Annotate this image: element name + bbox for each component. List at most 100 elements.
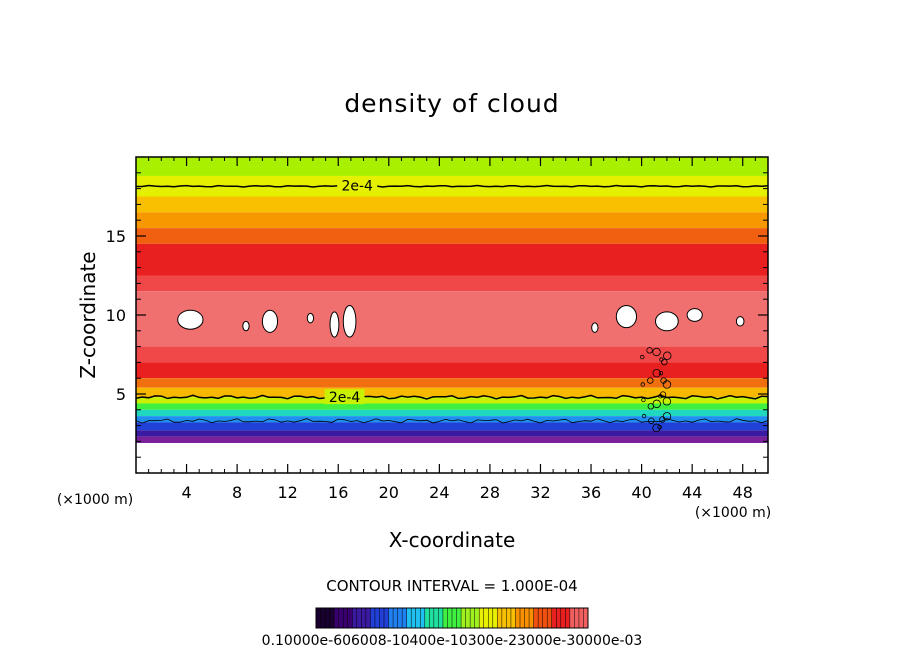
convective-cell	[652, 368, 661, 378]
colorbar-swatch	[442, 608, 448, 628]
convective-cell	[658, 370, 664, 376]
colorbar-swatch	[547, 608, 553, 628]
colorbar-swatch	[379, 608, 385, 628]
field-band	[136, 378, 768, 388]
clear-air-patch	[655, 311, 679, 332]
colorbar-swatch	[492, 608, 498, 628]
clear-air-patch	[686, 308, 703, 322]
x-tick-label: 44	[682, 483, 702, 502]
colorbar-swatch	[501, 608, 507, 628]
colorbar-swatch	[583, 608, 589, 628]
x-tick-label: 48	[733, 483, 753, 502]
colorbar-swatch	[470, 608, 476, 628]
chart-title: density of cloud	[344, 89, 559, 118]
field-band	[136, 436, 768, 443]
colorbar-swatch	[497, 608, 503, 628]
field-band	[136, 416, 768, 423]
colorbar-swatch	[452, 608, 458, 628]
field-band	[136, 243, 768, 276]
convective-cell	[641, 397, 646, 403]
colorbar-swatch	[465, 608, 471, 628]
colorbar-swatch	[474, 608, 480, 628]
field-band	[136, 196, 768, 213]
x-tick-label: 4	[181, 483, 191, 502]
x-tick-label: 24	[429, 483, 449, 502]
colorbar-swatch	[411, 608, 417, 628]
colorbar-swatch	[352, 608, 358, 628]
colorbar-swatch	[334, 608, 340, 628]
contour-label: 2e-4	[329, 390, 361, 406]
x-tick-label: 12	[278, 483, 298, 502]
colorbar-swatch	[356, 608, 362, 628]
convective-cell	[652, 347, 661, 357]
contour-label-bg	[324, 389, 365, 405]
colorbar-swatch	[384, 608, 390, 628]
x-axis-label: X-coordinate	[389, 528, 516, 552]
colorbar-swatch	[424, 608, 430, 628]
colorbar-swatch	[415, 608, 421, 628]
colorbar-swatch	[515, 608, 521, 628]
colorbar-swatch	[569, 608, 575, 628]
colorbar-swatch	[325, 608, 331, 628]
convective-cell	[647, 377, 654, 384]
field-band	[136, 275, 768, 292]
colorbar-swatch	[388, 608, 394, 628]
field-band	[136, 157, 768, 176]
x-tick-label: 8	[232, 483, 242, 502]
heatmap-field	[136, 157, 768, 473]
y-tick-label: 5	[116, 385, 126, 404]
contour-upper	[136, 184, 768, 188]
colorbar-swatch	[447, 608, 453, 628]
colorbar-swatch	[406, 608, 412, 628]
colorbar-frame	[315, 607, 589, 629]
colorbar-swatch	[361, 608, 367, 628]
colorbar-swatch	[347, 608, 353, 628]
colorbar-swatch	[529, 608, 535, 628]
contour-lower	[136, 394, 768, 400]
colorbar-swatch	[488, 608, 494, 628]
colorbar-swatch	[343, 608, 349, 628]
field-band	[136, 409, 768, 417]
clear-air-patch	[261, 309, 279, 333]
clear-air-patch	[329, 311, 340, 338]
x-tick-label: 32	[530, 483, 550, 502]
colorbar-swatch	[565, 608, 571, 628]
colorbar-swatch	[578, 608, 584, 628]
convective-cell	[662, 397, 672, 406]
convective-cell	[652, 399, 661, 409]
x-tick-label: 40	[631, 483, 651, 502]
convective-cell	[659, 391, 667, 398]
field-band	[136, 403, 768, 410]
colorbar-labels: 0.10000e-606008-10400e-10300e-23000e-300…	[262, 633, 643, 649]
colorbar-swatch	[461, 608, 467, 628]
colorbar-swatch	[506, 608, 512, 628]
colorbar-swatch	[524, 608, 530, 628]
colorbar-swatch	[542, 608, 548, 628]
colorbar-swatch	[438, 608, 444, 628]
x-tick-label: 36	[581, 483, 601, 502]
clear-air-patch	[306, 312, 315, 324]
clear-air-patch	[342, 305, 357, 338]
colorbar-swatch	[370, 608, 376, 628]
x-tick-label: 20	[379, 483, 399, 502]
x-unit-left: (×1000 m)	[57, 492, 133, 508]
colorbar-swatch	[433, 608, 439, 628]
contour-base	[136, 418, 768, 424]
colorbar-swatch	[483, 608, 489, 628]
field-band	[136, 362, 768, 379]
convective-cell	[640, 382, 645, 387]
colorbar	[315, 608, 589, 628]
clear-air-patch	[735, 316, 745, 327]
colorbar-swatch	[316, 608, 322, 628]
x-tick-label: 16	[328, 483, 348, 502]
contour-label-bg	[337, 177, 378, 193]
x-unit-right: (×1000 m)	[695, 505, 771, 521]
convective-cell	[641, 413, 647, 419]
clear-air-patch	[242, 320, 250, 332]
colorbar-swatch	[574, 608, 580, 628]
colorbar-swatch	[520, 608, 526, 628]
colorbar-swatch	[510, 608, 516, 628]
convective-cell	[640, 354, 645, 360]
convective-cell	[662, 380, 672, 389]
contour-interval: CONTOUR INTERVAL = 1.000E-04	[326, 577, 577, 595]
